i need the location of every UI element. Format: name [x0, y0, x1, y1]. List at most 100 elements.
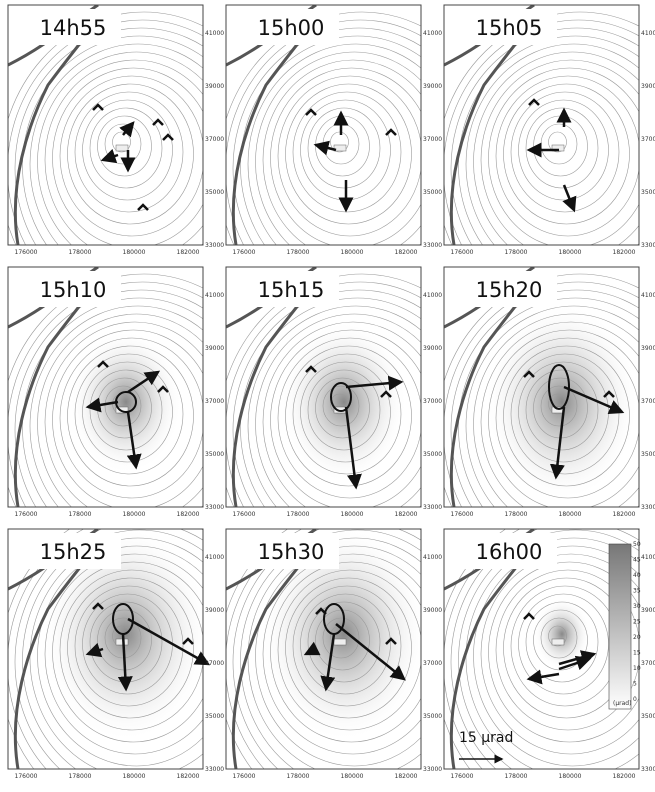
y-tick-label: 37000: [423, 398, 442, 405]
tilt-arrow: [119, 121, 135, 138]
contour: [52, 329, 203, 507]
contour: [226, 19, 421, 245]
y-tick-label: 41000: [641, 292, 655, 299]
map-frame: [7, 528, 204, 770]
x-tick-label: 176000: [451, 511, 474, 518]
time-label: 14h55: [40, 16, 107, 40]
colorbar-unit: (µrad): [613, 700, 631, 707]
colorbar-tick: 30: [633, 603, 641, 610]
y-tick-label: 41000: [641, 30, 655, 37]
tilt-shade: [281, 321, 407, 483]
contour: [444, 19, 639, 245]
chevron: [305, 365, 317, 373]
tilt-arrow: [562, 184, 577, 213]
y-tick-label: 35000: [423, 713, 442, 720]
contour: [480, 321, 639, 507]
crater: [551, 638, 565, 646]
contour: [322, 617, 360, 659]
x-tick-label: 180000: [341, 511, 364, 518]
time-label: 16h00: [476, 540, 543, 564]
x-tick-label: 178000: [69, 249, 92, 256]
y-tick-label: 33000: [641, 766, 655, 773]
contour: [270, 67, 421, 245]
x-tick-label: 182000: [177, 511, 200, 518]
chevron: [152, 118, 164, 126]
contour: [262, 553, 421, 755]
contour: [488, 329, 639, 507]
y-tick-label: 41000: [423, 30, 442, 37]
x-tick-label: 182000: [613, 249, 636, 256]
contour: [548, 393, 567, 415]
y-tick-label: 33000: [423, 242, 442, 249]
contour: [450, 289, 639, 507]
chevron: [305, 108, 317, 116]
contour: [450, 27, 639, 245]
contour: [473, 313, 639, 507]
x-tick-label: 178000: [287, 249, 310, 256]
contour: [292, 585, 402, 707]
x-tick-label: 180000: [123, 511, 146, 518]
contour: [548, 625, 567, 647]
map-frame: [443, 528, 640, 770]
x-tick-label: 182000: [613, 511, 636, 518]
contour: [22, 35, 203, 245]
contour: [300, 361, 391, 463]
x-tick-label: 180000: [341, 249, 364, 256]
chevron: [162, 133, 174, 141]
y-tick-label: 41000: [423, 292, 442, 299]
y-tick-label: 39000: [423, 83, 442, 90]
x-tick-label: 176000: [233, 773, 256, 780]
contour: [255, 545, 421, 767]
contour: [74, 585, 184, 707]
contour: [44, 59, 203, 245]
time-box: [26, 9, 121, 45]
y-tick-label: 37000: [205, 136, 224, 143]
contour: [473, 545, 639, 767]
contour: [37, 313, 203, 507]
contour: [8, 273, 203, 507]
tilt-arrow: [100, 148, 119, 164]
contour: [480, 553, 639, 755]
contour: [480, 59, 639, 245]
contour: [495, 569, 639, 731]
tilt-arrow: [563, 385, 625, 414]
chevron: [92, 602, 104, 610]
contour: [292, 353, 402, 475]
contour: [29, 305, 203, 507]
tilt-arrow: [117, 633, 133, 692]
contour: [59, 337, 203, 499]
y-tick-label: 35000: [641, 713, 655, 720]
tilt-shade: [70, 330, 182, 474]
contour: [67, 577, 194, 719]
map-frame: [225, 266, 422, 508]
chevron: [157, 385, 169, 393]
contour: [540, 617, 578, 659]
chevron: [137, 203, 149, 211]
y-tick-label: 37000: [641, 660, 655, 667]
contour: [52, 561, 203, 743]
contour: [503, 83, 630, 225]
time-label: 15h20: [476, 278, 543, 302]
y-tick-label: 35000: [641, 189, 655, 196]
y-tick-label: 37000: [423, 660, 442, 667]
y-tick-label: 41000: [205, 30, 224, 37]
chevron: [523, 612, 535, 620]
x-tick-label: 176000: [15, 773, 38, 780]
tilt-arrow: [526, 669, 560, 685]
contour: [444, 11, 639, 245]
y-tick-label: 39000: [205, 607, 224, 614]
y-tick-label: 33000: [423, 504, 442, 511]
y-tick-label: 39000: [205, 83, 224, 90]
contour: [232, 27, 421, 245]
contour: [307, 369, 381, 451]
tilt-arrow: [127, 370, 161, 394]
tilt-arrow: [549, 406, 566, 480]
y-tick-label: 35000: [205, 189, 224, 196]
contour: [285, 577, 412, 719]
x-tick-label: 176000: [451, 249, 474, 256]
x-tick-label: 178000: [505, 249, 528, 256]
contour: [226, 273, 421, 507]
x-tick-label: 178000: [69, 773, 92, 780]
y-tick-label: 33000: [205, 504, 224, 511]
contour: [8, 281, 203, 507]
